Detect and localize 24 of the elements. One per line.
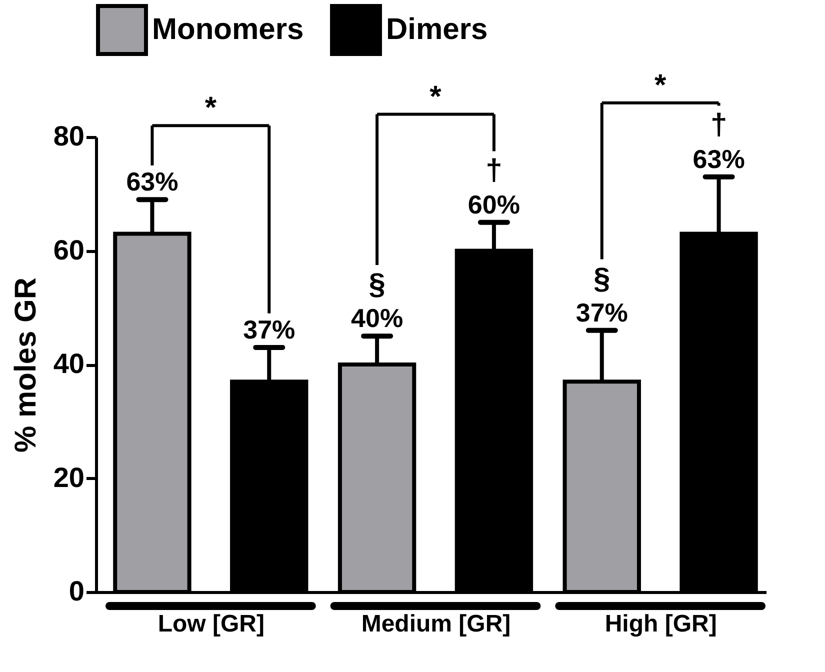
data-label: 60%: [468, 189, 520, 220]
text: *: [430, 80, 442, 114]
y-tick-label: 20: [53, 462, 84, 493]
data-label: 63%: [126, 166, 178, 197]
text: *: [204, 92, 217, 125]
x-tick-label: Medium [GR]: [361, 610, 511, 638]
y-tick-label: 0: [68, 576, 84, 606]
legend-label: Monomers: [152, 13, 304, 46]
annotation: †: [710, 108, 728, 142]
y-axis-title: % moles GR: [9, 277, 42, 453]
data-label: 37%: [576, 297, 628, 328]
annotation: †: [486, 154, 502, 188]
legend-label: Dimers: [386, 13, 488, 46]
y-tick-label: 40: [53, 348, 84, 379]
y-tick-label: 60: [53, 234, 84, 266]
data-label: 37%: [243, 314, 296, 344]
y-tick-label: 80: [53, 120, 84, 152]
text: *: [654, 68, 666, 102]
data-label: 63%: [692, 144, 745, 174]
data-label: 40%: [351, 303, 404, 334]
x-tick-label: High [GR]: [604, 610, 717, 638]
annotation: §: [368, 268, 386, 301]
annotation: §: [594, 262, 610, 296]
x-tick-label: Low [GR]: [158, 610, 264, 638]
